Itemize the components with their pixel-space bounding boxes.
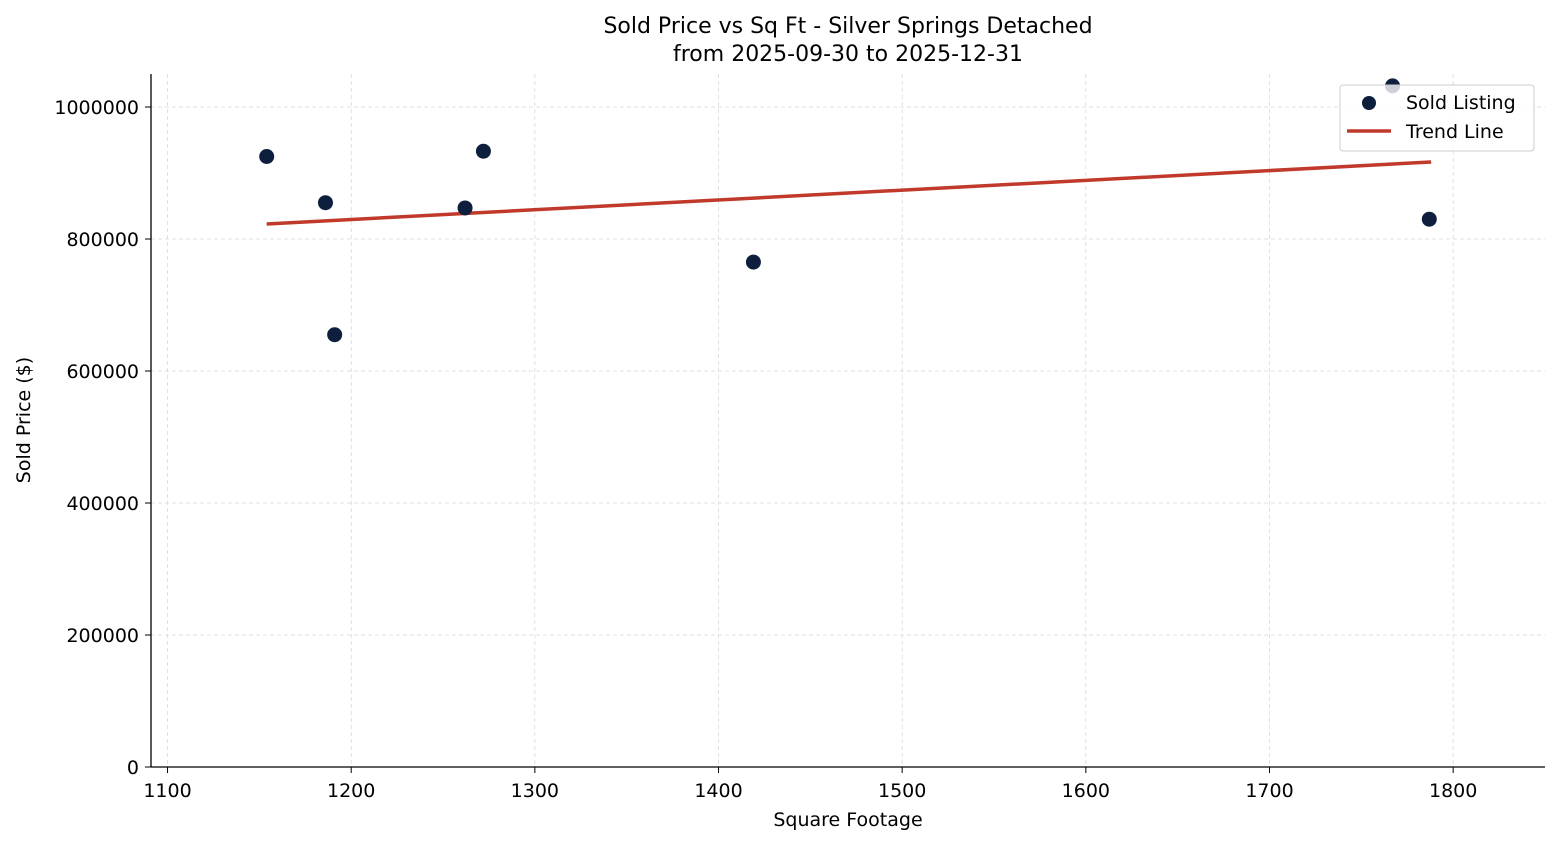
x-tick-label: 1200 [327,780,375,802]
legend-box [1339,84,1535,152]
x-tick-label: 1100 [143,780,191,802]
x-tick-label: 1400 [694,780,742,802]
data-point [259,149,275,164]
y-tick-label: 600000 [66,361,139,383]
legend-label-trend-line: Trend Line [1405,121,1504,143]
x-tick-label: 1600 [1062,780,1110,802]
grid [151,74,1545,768]
data-point [317,195,333,211]
x-tick-label: 1500 [878,780,926,802]
chart-subtitle: from 2025-09-30 to 2025-12-31 [673,42,1023,67]
data-point [327,327,343,343]
x-axis-label: Square Footage [773,809,922,831]
y-tick-label: 400000 [66,493,139,515]
x-tick-label: 1800 [1429,780,1477,802]
chart-title: Sold Price vs Sq Ft - Silver Springs Det… [603,14,1092,39]
legend-marker-sold-listing [1362,96,1376,110]
y-tick-label: 200000 [66,625,139,647]
marks [259,78,1437,343]
data-point [745,254,761,270]
y-tick-label: 1000000 [54,97,139,119]
ticks: 1100 1200 1300 1400 1500 1600 1700 1800 0 200000 4… [54,97,1477,802]
y-tick-label: 0 [127,757,139,779]
x-tick-label: 1300 [511,780,559,802]
data-point [457,200,473,216]
data-point [475,143,491,159]
y-axis-label: Sold Price ($) [13,357,35,483]
x-tick-label: 1700 [1245,780,1293,802]
data-point [1421,211,1437,227]
legend-label-sold-listing: Sold Listing [1406,92,1516,114]
legend: Sold Listing Trend Line [1339,84,1535,152]
trend-line [266,160,1432,226]
y-tick-label: 800000 [66,229,139,251]
